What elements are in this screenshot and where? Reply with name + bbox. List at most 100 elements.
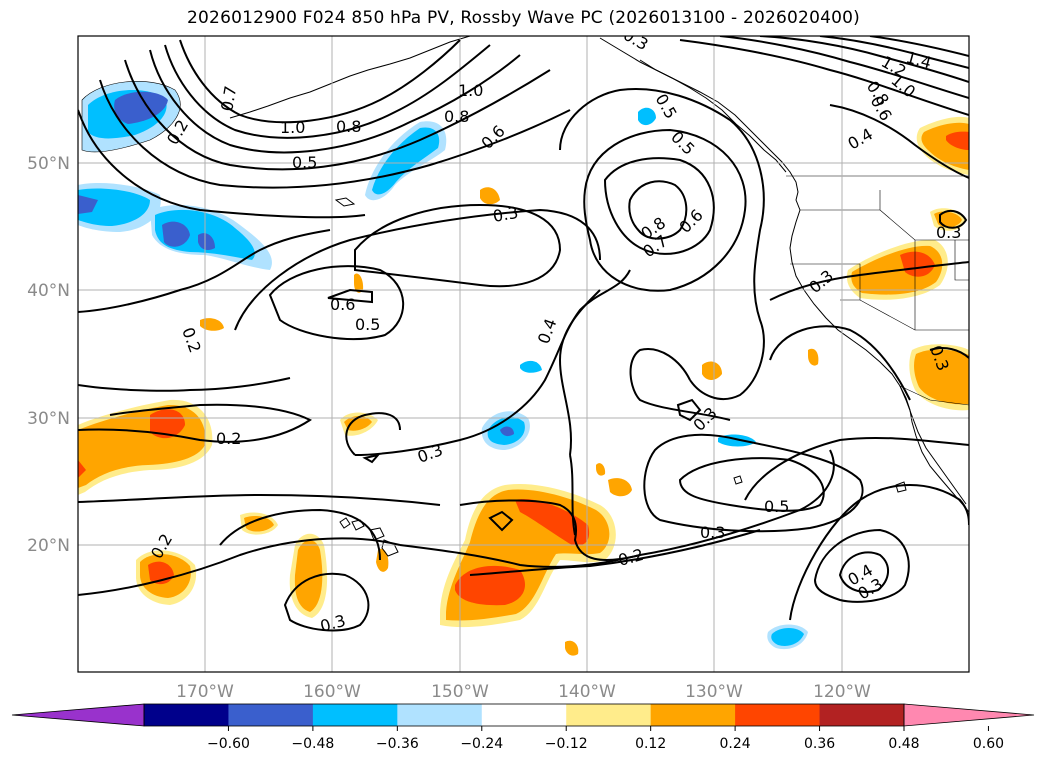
- shade-negative: [162, 221, 190, 247]
- contour-label: 0.8: [444, 107, 469, 126]
- border: [899, 385, 969, 406]
- map-title: 2026012900 F024 850 hPa PV, Rossby Wave …: [187, 8, 860, 28]
- contour-line: [929, 347, 969, 359]
- contour-line: [869, 36, 969, 57]
- contour-line: [219, 508, 381, 561]
- contour-line: [179, 39, 461, 124]
- colorbar-swatch: [650, 704, 736, 726]
- lat-label: 40°N: [27, 281, 70, 301]
- shade-positive: [294, 540, 323, 612]
- contour-label: 0.3: [936, 223, 961, 242]
- contour-line: [628, 180, 688, 240]
- lon-label: 170°W: [176, 682, 234, 702]
- contour-line: [78, 109, 366, 219]
- contour-label: 0.5: [764, 497, 789, 516]
- contour-line: [234, 208, 601, 331]
- contour-label: 1.0: [458, 81, 483, 100]
- contour-line: [838, 551, 889, 593]
- coastline: [639, 59, 787, 173]
- colorbar-tick-label: −0.48: [291, 736, 334, 752]
- contour-line: [569, 454, 576, 536]
- contour-line: [78, 229, 331, 313]
- contour-line: [819, 36, 969, 69]
- contour-line: [268, 265, 405, 341]
- shade-positive: [596, 463, 606, 476]
- colorbar-tick-label: −0.12: [545, 736, 588, 752]
- contour-line: [354, 269, 631, 456]
- lon-label: 140°W: [558, 682, 616, 702]
- coastline: [229, 36, 471, 119]
- shade-positive: [515, 499, 590, 546]
- contour-line: [78, 493, 441, 506]
- pv-contours: [78, 36, 969, 632]
- colorbar-swatch: [312, 704, 398, 726]
- colorbar-swatch: [228, 704, 314, 726]
- coastline: [899, 385, 967, 505]
- contour-label: 0.5: [292, 153, 317, 172]
- contour-line: [283, 572, 370, 632]
- border: [790, 263, 861, 300]
- coastline: [789, 209, 969, 513]
- contour-line: [829, 104, 969, 179]
- colorbar-swatch: [566, 704, 652, 726]
- colorbar-tick-label: 0.12: [635, 736, 666, 752]
- contour-label: 0.3: [700, 523, 725, 542]
- contour-line: [769, 261, 969, 301]
- contour-line: [345, 412, 401, 456]
- contour-line: [643, 433, 864, 533]
- contour-line: [327, 288, 373, 304]
- political-borders: [786, 175, 969, 406]
- contour-line: [149, 49, 521, 154]
- contour-line: [459, 449, 835, 561]
- colorbar-ticks: −0.60 −0.48 −0.36 −0.24 −0.12 0.12 0.24 0.36 0.4…: [207, 726, 1004, 752]
- colorbar-swatch: [735, 704, 821, 726]
- shade-positive: [78, 460, 86, 478]
- contour-line: [124, 59, 551, 171]
- shade-positive: [200, 318, 224, 331]
- latitude-labels: 50°N 40°N 30°N 20°N: [27, 154, 70, 556]
- colorbar-tick-label: 0.36: [804, 736, 835, 752]
- lon-label: 150°W: [431, 682, 489, 702]
- contour-line: [488, 510, 514, 532]
- colorbar: −0.60 −0.48 −0.36 −0.24 −0.12 0.12 0.24 0.36 0.4…: [11, 703, 1035, 752]
- lat-label: 30°N: [27, 409, 70, 429]
- colorbar-tick-label: 0.48: [888, 736, 919, 752]
- shade-positive: [354, 273, 364, 293]
- colorbar-extend-right: [903, 703, 1035, 727]
- lon-label: 120°W: [813, 682, 871, 702]
- border: [840, 299, 969, 331]
- contour-line: [78, 403, 312, 443]
- shade-negative: [78, 195, 98, 214]
- gridlines: [78, 36, 969, 672]
- lat-label: 50°N: [27, 154, 70, 174]
- colorbar-tick-label: −0.60: [207, 736, 250, 752]
- colorbar-swatches: [144, 704, 905, 726]
- contour-line: [354, 203, 562, 288]
- shade-negative: [372, 127, 440, 195]
- shade-positive: [808, 348, 819, 366]
- contour-label: 0.7: [217, 84, 240, 112]
- lat-label: 20°N: [27, 536, 70, 556]
- shade-negative: [198, 233, 215, 250]
- contour-label: 0.8: [336, 117, 361, 136]
- contour-line: [744, 436, 969, 501]
- coastline: [334, 197, 356, 207]
- contour-line: [759, 36, 969, 83]
- coastline: [351, 519, 365, 531]
- contour-line: [362, 453, 381, 464]
- contour-line: [813, 528, 910, 603]
- plot-frame: [77, 35, 970, 673]
- border: [879, 209, 969, 241]
- contour-line: [469, 529, 761, 576]
- contour-line: [399, 544, 641, 568]
- colorbar-swatch: [397, 704, 483, 726]
- shade-positive: [946, 131, 969, 150]
- shade-negative: [771, 628, 804, 646]
- longitude-labels: 170°W 160°W 150°W 140°W 130°W 120°W: [176, 682, 871, 702]
- colorbar-swatch: [819, 704, 905, 726]
- contour-label: 0.6: [330, 295, 355, 314]
- border: [954, 240, 969, 281]
- contour-line: [99, 79, 571, 189]
- contour-line: [676, 398, 702, 422]
